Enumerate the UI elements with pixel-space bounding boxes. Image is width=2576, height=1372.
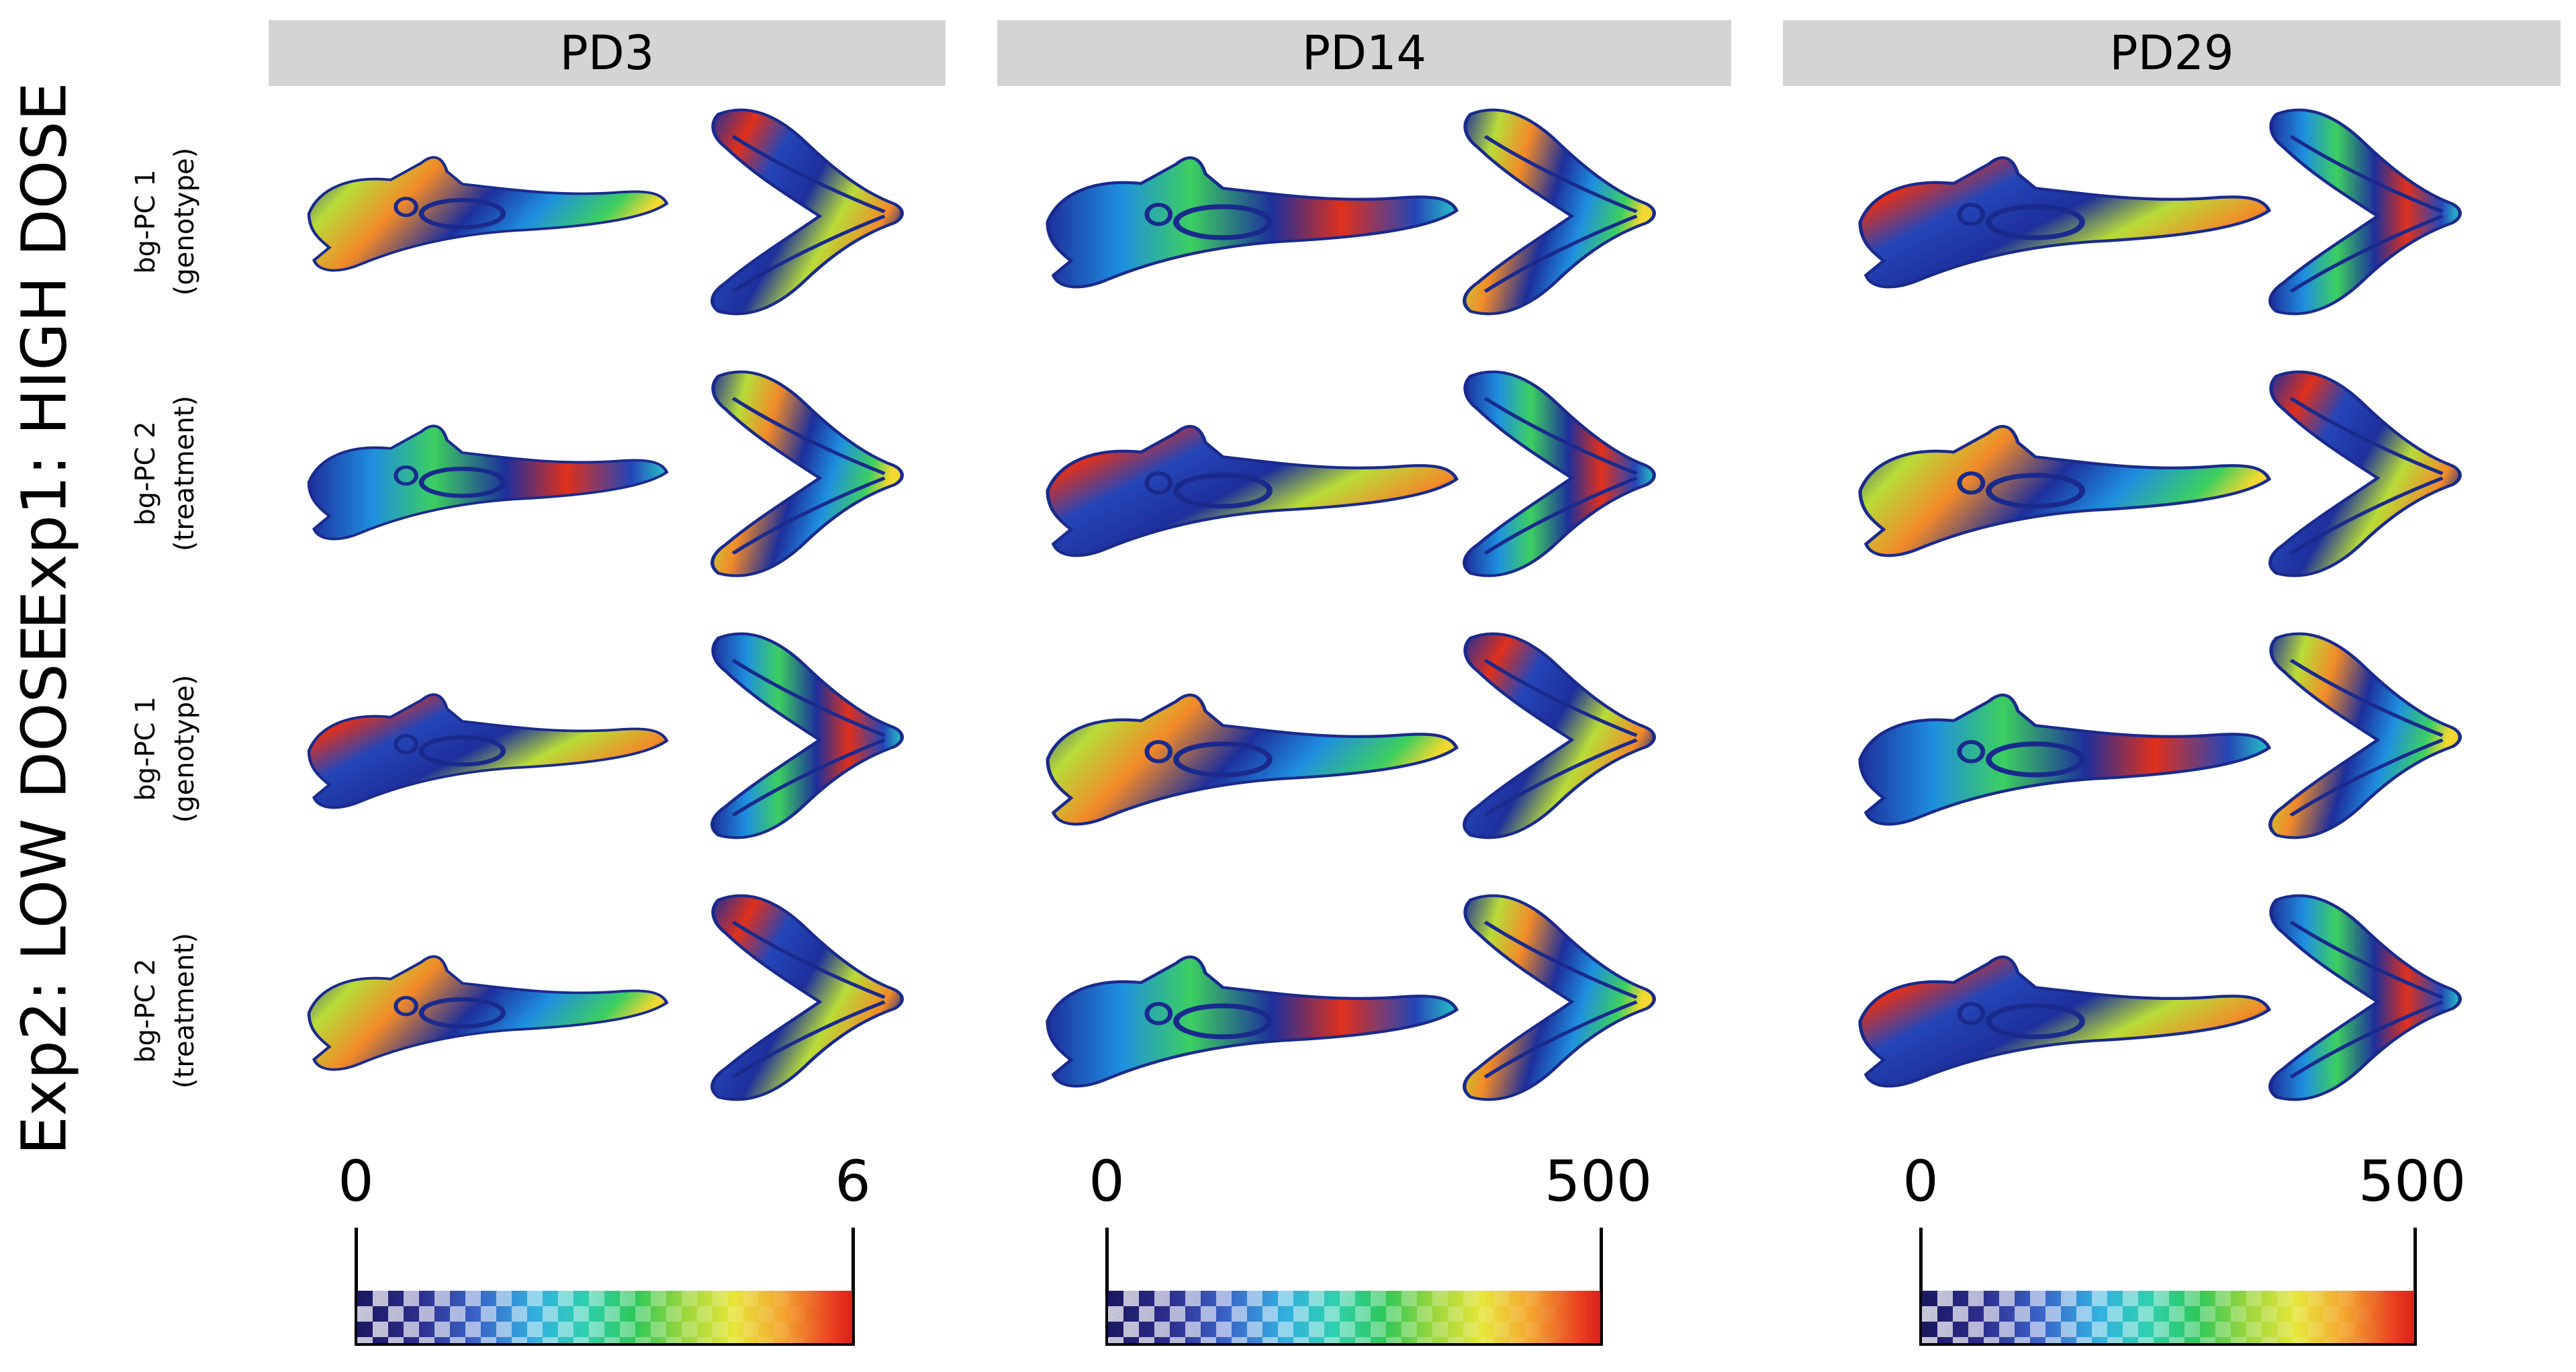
scale-right-line [852, 1228, 855, 1322]
colorbar [1105, 1291, 1603, 1346]
mandible-lateral-view [1046, 955, 1459, 1088]
colorbar [1919, 1291, 2417, 1346]
mandible-lateral-view [307, 693, 669, 809]
scale-right-line [1600, 1228, 1603, 1322]
scale-right-line [2413, 1228, 2417, 1322]
mandible-lateral-view [1046, 156, 1459, 289]
mandible-dorsal-view [710, 632, 904, 839]
scale-min-label: 0 [338, 1148, 374, 1214]
mandible-dorsal-view [710, 370, 904, 578]
mandible-dorsal-view [1463, 894, 1656, 1101]
mandible-dorsal-view [710, 108, 904, 316]
mandible-lateral-view [1858, 693, 2272, 826]
scale-min-label: 0 [1089, 1148, 1125, 1214]
scale-max-label: 500 [2358, 1148, 2467, 1214]
mandible-dorsal-view [1463, 108, 1656, 316]
mandible-lateral-view [1046, 424, 1459, 557]
mandible-lateral-view [1858, 955, 2272, 1088]
mandible-dorsal-view [2268, 370, 2462, 578]
mandible-lateral-view [1046, 693, 1459, 826]
column-header-pd29: PD29 [1783, 20, 2561, 86]
mandible-dorsal-view [710, 894, 904, 1101]
mandible-lateral-view [1858, 156, 2272, 289]
scale-left-line [1105, 1228, 1109, 1322]
scale-left-line [1919, 1228, 1923, 1322]
mandible-dorsal-view [2268, 894, 2462, 1101]
colorbar [355, 1291, 855, 1346]
mandible-lateral-view [307, 955, 669, 1071]
scale-min-label: 0 [1902, 1148, 1939, 1214]
color-scale-pd14: 0 500 [1089, 1148, 1652, 1350]
scale-left-line [355, 1228, 358, 1322]
mandible-lateral-view [1858, 424, 2272, 557]
color-scale-pd3: 0 6 [338, 1148, 871, 1350]
column-header-pd14: PD14 [997, 20, 1731, 86]
mandible-dorsal-view [2268, 108, 2462, 316]
mandible-dorsal-view [1463, 632, 1656, 839]
mandible-lateral-view [307, 156, 669, 272]
mandible-dorsal-view [2268, 632, 2462, 839]
color-scale-pd29: 0 500 [1902, 1148, 2466, 1350]
scale-max-label: 6 [835, 1148, 871, 1214]
mandible-dorsal-view [1463, 370, 1656, 578]
mandible-lateral-view [307, 424, 669, 541]
scale-max-label: 500 [1544, 1148, 1653, 1214]
column-header-pd3: PD3 [269, 20, 946, 86]
